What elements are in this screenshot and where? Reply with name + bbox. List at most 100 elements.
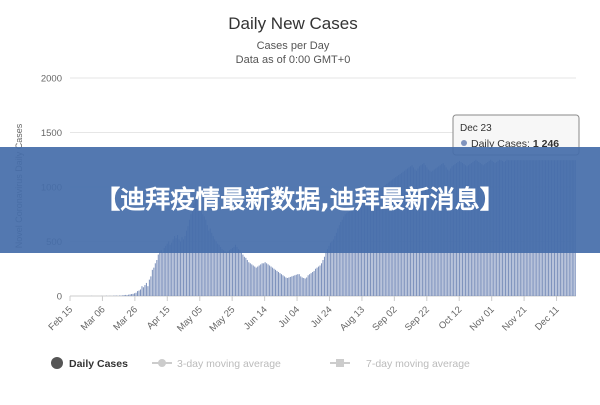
bar-daily-cases[interactable]: [127, 295, 128, 296]
bar-daily-cases[interactable]: [236, 247, 237, 296]
bar-daily-cases[interactable]: [278, 272, 279, 296]
bar-daily-cases[interactable]: [134, 293, 135, 296]
bar-daily-cases[interactable]: [159, 251, 160, 296]
bar-daily-cases[interactable]: [225, 251, 226, 296]
bar-daily-cases[interactable]: [136, 293, 137, 296]
bar-daily-cases[interactable]: [285, 277, 286, 296]
bar-daily-cases[interactable]: [275, 270, 276, 296]
bar-daily-cases[interactable]: [146, 283, 147, 296]
bar-daily-cases[interactable]: [288, 277, 289, 296]
bar-daily-cases[interactable]: [230, 249, 231, 296]
bar-daily-cases[interactable]: [149, 280, 150, 296]
bar-daily-cases[interactable]: [232, 248, 233, 296]
bar-daily-cases[interactable]: [143, 287, 144, 296]
bar-daily-cases[interactable]: [124, 295, 125, 296]
bar-daily-cases[interactable]: [239, 250, 240, 296]
bar-daily-cases[interactable]: [306, 277, 307, 296]
bar-daily-cases[interactable]: [327, 249, 328, 296]
bar-daily-cases[interactable]: [119, 295, 120, 296]
bar-daily-cases[interactable]: [251, 264, 252, 296]
bar-daily-cases[interactable]: [302, 277, 303, 296]
bar-daily-cases[interactable]: [303, 278, 304, 296]
bar-daily-cases[interactable]: [260, 264, 261, 296]
bar-daily-cases[interactable]: [262, 263, 263, 296]
bar-daily-cases[interactable]: [238, 249, 239, 296]
bar-daily-cases[interactable]: [266, 263, 267, 296]
bar-daily-cases[interactable]: [141, 286, 142, 296]
bar-daily-cases[interactable]: [122, 295, 123, 296]
bar-daily-cases[interactable]: [244, 257, 245, 296]
bar-daily-cases[interactable]: [315, 269, 316, 296]
bar-daily-cases[interactable]: [155, 263, 156, 296]
bar-daily-cases[interactable]: [317, 268, 318, 296]
bar-daily-cases[interactable]: [130, 294, 131, 296]
bar-daily-cases[interactable]: [305, 279, 306, 296]
bar-daily-cases[interactable]: [250, 263, 251, 296]
legend-item-daily-cases[interactable]: Daily Cases: [51, 357, 128, 370]
bar-daily-cases[interactable]: [152, 270, 153, 296]
bar-daily-cases[interactable]: [162, 252, 163, 296]
bar-daily-cases[interactable]: [281, 274, 282, 296]
bar-daily-cases[interactable]: [229, 250, 230, 296]
bar-daily-cases[interactable]: [291, 276, 292, 296]
bar-daily-cases[interactable]: [248, 262, 249, 296]
bar-daily-cases[interactable]: [247, 260, 248, 296]
bar-daily-cases[interactable]: [308, 275, 309, 296]
bar-daily-cases[interactable]: [300, 276, 301, 296]
bar-daily-cases[interactable]: [294, 275, 295, 296]
bar-daily-cases[interactable]: [269, 265, 270, 296]
bar-daily-cases[interactable]: [245, 258, 246, 296]
legend-item-3-day-moving-average[interactable]: 3-day moving average: [152, 358, 281, 370]
bar-daily-cases[interactable]: [253, 265, 254, 296]
bar-daily-cases[interactable]: [272, 268, 273, 296]
bar-daily-cases[interactable]: [257, 267, 258, 296]
bar-daily-cases[interactable]: [322, 260, 323, 296]
bar-daily-cases[interactable]: [268, 264, 269, 296]
bar-daily-cases[interactable]: [147, 286, 148, 296]
bar-daily-cases[interactable]: [321, 263, 322, 296]
bar-daily-cases[interactable]: [293, 276, 294, 296]
bar-daily-cases[interactable]: [228, 251, 229, 296]
bar-daily-cases[interactable]: [128, 295, 129, 296]
bar-daily-cases[interactable]: [297, 274, 298, 296]
bar-daily-cases[interactable]: [324, 257, 325, 296]
legend-item-7-day-moving-average[interactable]: 7-day moving average: [330, 358, 470, 370]
bar-daily-cases[interactable]: [311, 273, 312, 296]
bar-daily-cases[interactable]: [223, 250, 224, 296]
bar-daily-cases[interactable]: [290, 277, 291, 296]
bar-daily-cases[interactable]: [165, 246, 166, 296]
bar-daily-cases[interactable]: [164, 248, 165, 296]
bar-daily-cases[interactable]: [279, 273, 280, 296]
bar-daily-cases[interactable]: [140, 289, 141, 296]
bar-daily-cases[interactable]: [314, 271, 315, 296]
bar-daily-cases[interactable]: [299, 274, 300, 296]
bar-daily-cases[interactable]: [274, 269, 275, 296]
bar-daily-cases[interactable]: [226, 252, 227, 296]
bar-daily-cases[interactable]: [161, 250, 162, 296]
bar-daily-cases[interactable]: [265, 262, 266, 296]
bar-daily-cases[interactable]: [220, 247, 221, 296]
bar-daily-cases[interactable]: [263, 263, 264, 296]
bar-daily-cases[interactable]: [222, 249, 223, 296]
bar-daily-cases[interactable]: [153, 268, 154, 296]
bar-daily-cases[interactable]: [287, 278, 288, 296]
bar-daily-cases[interactable]: [144, 285, 145, 296]
bar-daily-cases[interactable]: [282, 275, 283, 296]
bar-daily-cases[interactable]: [150, 276, 151, 296]
bar-daily-cases[interactable]: [309, 274, 310, 296]
bar-daily-cases[interactable]: [158, 255, 159, 296]
bar-daily-cases[interactable]: [318, 267, 319, 296]
bar-daily-cases[interactable]: [284, 276, 285, 296]
bar-daily-cases[interactable]: [242, 255, 243, 296]
bar-daily-cases[interactable]: [296, 275, 297, 296]
bar-daily-cases[interactable]: [125, 295, 126, 296]
bar-daily-cases[interactable]: [320, 265, 321, 296]
bar-daily-cases[interactable]: [138, 291, 139, 296]
bar-daily-cases[interactable]: [156, 260, 157, 296]
bar-daily-cases[interactable]: [131, 294, 132, 296]
bar-daily-cases[interactable]: [271, 267, 272, 296]
bar-daily-cases[interactable]: [312, 272, 313, 296]
bar-daily-cases[interactable]: [254, 267, 255, 296]
bar-daily-cases[interactable]: [328, 246, 329, 296]
bar-daily-cases[interactable]: [137, 291, 138, 296]
